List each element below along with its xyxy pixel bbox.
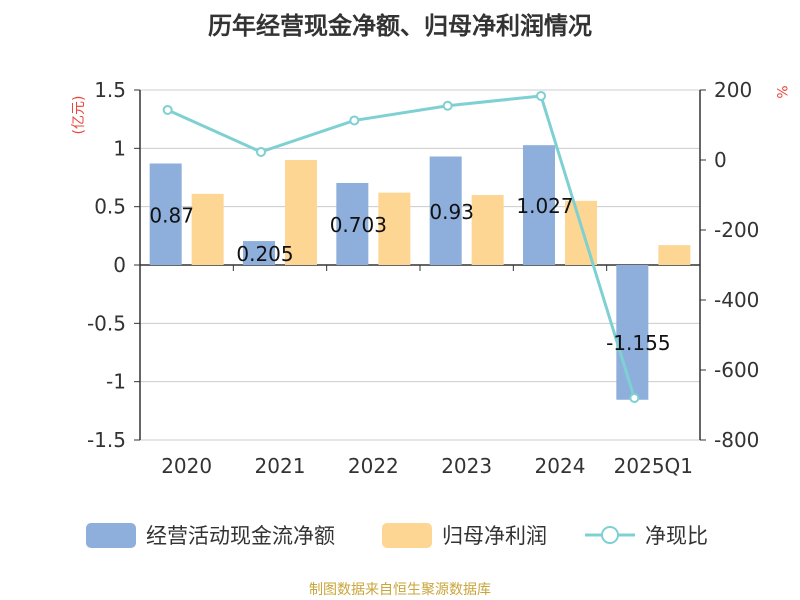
legend: 经营活动现金流净额 归母净利润 净现比 — [86, 523, 708, 548]
bar-经营活动现金流净额 — [243, 241, 275, 265]
line-point — [349, 115, 360, 126]
data-labels: 0.87 0.205 0.703 0.93 1.027 -1.155 — [149, 194, 670, 355]
tick-labels: 1.5 1 0.5 0 -0.5 -1 -1.5 200 0 -200 -400 -600 -800 20… — [87, 78, 759, 478]
line-point — [629, 393, 640, 403]
left-tick-label: 0 — [113, 253, 126, 277]
bar-经营活动现金流净额 — [149, 163, 182, 265]
left-tick-label: 1.5 — [94, 78, 126, 102]
bar-归母净利润 — [285, 160, 317, 265]
legend-swatch — [86, 523, 136, 548]
bar-经营活动现金流净额 — [523, 145, 555, 265]
right-tick-label: -800 — [714, 428, 759, 452]
legend-marker — [601, 526, 619, 544]
line-series — [162, 90, 640, 403]
right-tick-label: -600 — [714, 358, 759, 382]
bar-经营活动现金流净额 — [429, 156, 462, 265]
right-tick-label: 0 — [714, 148, 727, 172]
bar-归母净利润 — [378, 192, 411, 265]
data-label: -1.155 — [606, 331, 670, 355]
line-point — [162, 104, 173, 115]
right-tick-label: 200 — [714, 78, 752, 102]
legend-label: 经营活动现金流净额 — [146, 524, 335, 548]
x-tick-label: 2022 — [348, 454, 399, 478]
right-tick-label: -200 — [714, 218, 759, 242]
data-label: 1.027 — [516, 194, 573, 218]
bar-经营活动现金流净额 — [616, 265, 649, 400]
data-label: 0.87 — [149, 203, 194, 227]
bar-经营活动现金流净额 — [336, 182, 369, 265]
bar-归母净利润 — [191, 193, 224, 265]
right-axis-unit: % — [773, 85, 789, 98]
bars — [149, 145, 691, 400]
bar-归母净利润 — [658, 245, 691, 265]
legend-swatch — [382, 523, 432, 548]
line-point — [442, 100, 453, 111]
x-tick-label: 2020 — [161, 454, 212, 478]
left-tick-label: -1.5 — [87, 428, 126, 452]
line-point — [536, 90, 546, 101]
legend-label: 归母净利润 — [442, 524, 547, 548]
left-axis-unit: (亿元) — [71, 96, 87, 135]
axes — [134, 89, 706, 441]
data-label: 0.205 — [236, 242, 293, 266]
data-label: 0.703 — [330, 213, 387, 237]
x-tick-label: 2025Q1 — [614, 454, 693, 478]
data-label: 0.93 — [429, 200, 474, 224]
x-tick-label: 2024 — [535, 454, 586, 478]
chart-title: 历年经营现金净额、归母净利润情况 — [208, 12, 592, 40]
line-净现比 — [167, 94, 636, 399]
left-tick-label: -1 — [106, 370, 126, 394]
left-tick-label: -0.5 — [87, 311, 126, 335]
legend-label: 净现比 — [645, 524, 708, 548]
x-tick-label: 2021 — [255, 454, 306, 478]
left-tick-label: 0.5 — [94, 195, 126, 219]
x-tick-label: 2023 — [441, 454, 492, 478]
line-point — [256, 146, 266, 157]
left-tick-label: 1 — [113, 136, 126, 160]
source-note: 制图数据来自恒生聚源数据库 — [309, 582, 491, 598]
bar-归母净利润 — [471, 195, 504, 265]
bar-归母净利润 — [565, 200, 597, 265]
right-tick-label: -400 — [714, 288, 759, 312]
